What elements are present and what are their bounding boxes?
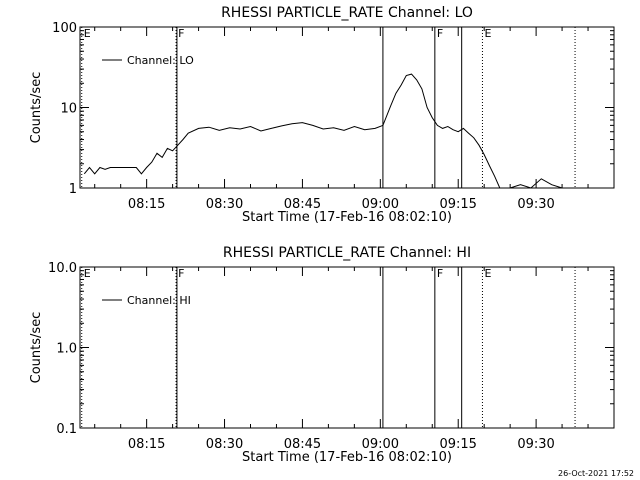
panel1-x-tick-label: 09:30 xyxy=(517,197,554,212)
panel1-x-axis-label: Start Time (17-Feb-16 08:02:10) xyxy=(242,210,452,225)
panel1-marker-label: F xyxy=(178,27,184,40)
panel2-x-tick-label: 08:15 xyxy=(128,437,165,452)
panel1-y-tick-label: 10 xyxy=(60,102,77,117)
panel2-x-tick-label: 09:30 xyxy=(517,437,554,452)
panel1-marker-label: E xyxy=(84,27,91,40)
panel2-marker-label: E xyxy=(484,267,491,280)
panel2-marker-label: F xyxy=(178,267,184,280)
panel1-y-tick-label: 100 xyxy=(52,21,77,36)
panel1-y-axis-label: Counts/sec xyxy=(29,72,44,144)
panel1-x-tick-label: 08:45 xyxy=(284,197,321,212)
panel1-x-tick-label: 08:15 xyxy=(128,197,165,212)
panel1-x-tick-label: 09:00 xyxy=(362,197,399,212)
panel1-marker-label: F xyxy=(437,27,443,40)
panel1-y-tick-label: 1 xyxy=(69,182,77,197)
panel2-x-tick-label: 08:30 xyxy=(206,437,243,452)
panel1-plot-frame xyxy=(79,26,615,189)
panel1-x-tick-label: 09:15 xyxy=(439,197,476,212)
panel2-legend-label: Channel: HI xyxy=(127,294,191,307)
panel1-legend-label: Channel: LO xyxy=(127,54,194,67)
panel1-title: RHESSI PARTICLE_RATE Channel: LO xyxy=(221,5,473,21)
panel1-x-tick-label: 08:30 xyxy=(206,197,243,212)
panel2-x-axis-label: Start Time (17-Feb-16 08:02:10) xyxy=(242,450,452,465)
panel2-x-tick-label: 09:15 xyxy=(439,437,476,452)
panel1-marker-label: E xyxy=(484,27,491,40)
timestamp-stamp: 26-Oct-2021 17:52 xyxy=(558,469,634,478)
panel2-y-tick-label: 0.1 xyxy=(56,422,77,437)
panel2-marker-label: E xyxy=(84,267,91,280)
panel1-data-line xyxy=(83,73,563,189)
panel2-y-tick-label: 1.0 xyxy=(56,342,77,357)
panel2-x-tick-label: 09:00 xyxy=(362,437,399,452)
panel2-y-tick-label: 10.0 xyxy=(48,261,77,276)
panel2-x-tick-label: 08:45 xyxy=(284,437,321,452)
panel2-y-axis-label: Counts/sec xyxy=(29,312,44,384)
panel2-plot-frame xyxy=(79,266,615,429)
panel2-title: RHESSI PARTICLE_RATE Channel: HI xyxy=(223,245,471,261)
panel2-marker-label: F xyxy=(437,267,443,280)
